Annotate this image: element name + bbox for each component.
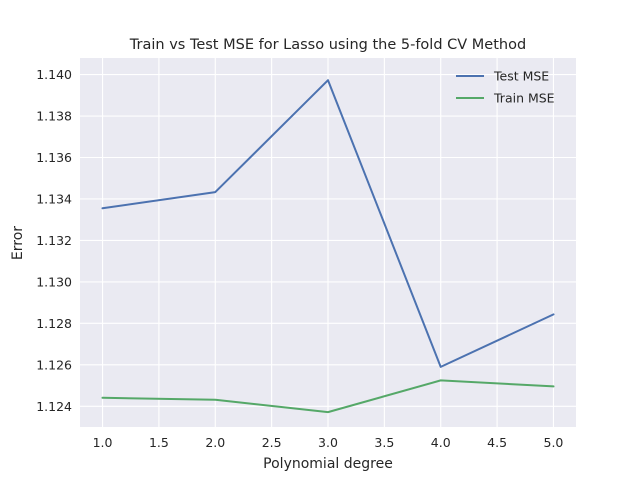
x-tick-label: 2.5	[262, 435, 282, 450]
y-tick-label: 1.124	[36, 399, 72, 414]
x-tick-label: 3.5	[374, 435, 394, 450]
series-line-test-mse	[101, 79, 555, 368]
y-tick-label: 1.126	[36, 357, 72, 372]
x-tick-label: 2.0	[205, 435, 225, 450]
legend-label: Train MSE	[493, 91, 555, 106]
x-tick-label: 5.0	[544, 435, 564, 450]
y-tick-label: 1.128	[36, 316, 72, 331]
y-tick-label: 1.134	[36, 191, 72, 206]
x-tick-label: 1.0	[93, 435, 113, 450]
y-tick-label: 1.130	[36, 274, 72, 289]
chart-title: Train vs Test MSE for Lasso using the 5-…	[129, 37, 526, 53]
x-tick-label: 4.0	[431, 435, 451, 450]
series-layer	[101, 79, 555, 414]
x-tick-label: 1.5	[149, 435, 169, 450]
x-axis-label: Polynomial degree	[263, 456, 393, 472]
y-tick-labels: 1.124 1.126 1.128 1.130 1.132 1.134 1.136 1.138…	[36, 67, 72, 414]
y-tick-label: 1.140	[36, 67, 72, 82]
series-line-train-mse	[101, 379, 555, 414]
y-axis-label: Error	[10, 226, 26, 260]
y-tick-label: 1.136	[36, 150, 72, 165]
x-tick-labels: 1.0 1.5 2.0 2.5 3.0 3.5 4.0 4.5 5.0	[93, 435, 564, 450]
y-tick-label: 1.138	[36, 109, 72, 124]
legend: Test MSE Train MSE	[456, 69, 555, 106]
y-tick-label: 1.132	[36, 233, 72, 248]
x-tick-label: 4.5	[487, 435, 507, 450]
x-tick-label: 3.0	[318, 435, 338, 450]
legend-label: Test MSE	[493, 69, 549, 84]
gridlines	[80, 58, 576, 427]
